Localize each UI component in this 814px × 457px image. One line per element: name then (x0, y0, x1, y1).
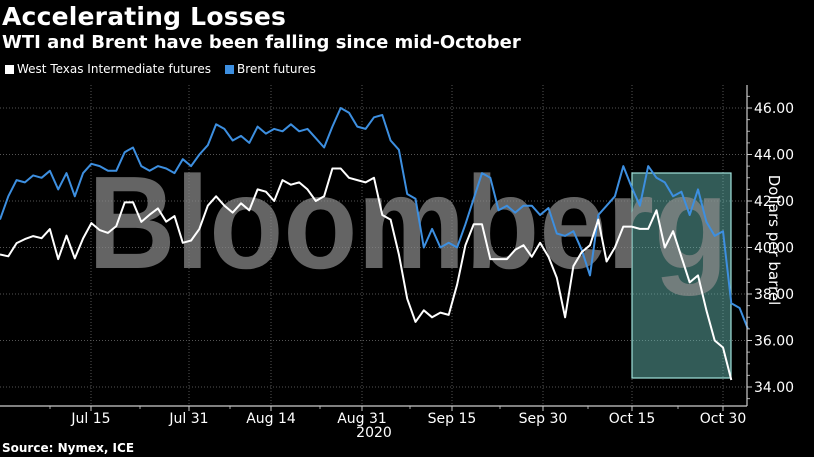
chart-subtitle: WTI and Brent have been falling since mi… (2, 32, 521, 53)
x-tick-label: Jul 31 (168, 411, 208, 427)
x-tick-label: Sep 30 (519, 411, 568, 427)
legend-label-wti: West Texas Intermediate futures (17, 62, 211, 76)
source-note: Source: Nymex, ICE (2, 441, 135, 455)
legend-item-brent: Brent futures (224, 62, 316, 76)
y-tick-label: 34.00 (754, 380, 794, 396)
y-axis-label-text: Dollars per barrel (765, 174, 783, 306)
x-tick-label: Aug 31 (337, 411, 387, 427)
y-tick-label: 42.00 (754, 194, 794, 210)
x-tick-label: Oct 30 (700, 411, 746, 427)
x-tick-label: Sep 15 (428, 411, 477, 427)
y-tick-label: 40.00 (754, 241, 794, 257)
legend-label-brent: Brent futures (236, 62, 316, 76)
y-tick-label: 38.00 (754, 287, 794, 303)
legend: West Texas Intermediate futures Brent fu… (5, 62, 316, 76)
x-tick-label: Aug 14 (246, 411, 296, 427)
legend-swatch-brent (224, 64, 234, 74)
x-year-label: 2020 (356, 425, 392, 441)
chart-title: Accelerating Losses (2, 2, 287, 31)
highlight-region (631, 172, 732, 379)
legend-swatch-wti (5, 64, 14, 74)
y-tick-label: 44.00 (754, 148, 794, 164)
bloomberg-watermark: Bloomberg (88, 149, 728, 296)
axes: 34.00 36.00 38.00 40.00 42.00 44.00 46.00 Jul 1… (0, 85, 794, 441)
x-tick-label: Jul 15 (70, 411, 110, 427)
wti-line (0, 167, 733, 381)
legend-item-wti: West Texas Intermediate futures (5, 62, 211, 76)
x-tick-label: Oct 15 (609, 411, 655, 427)
y-tick-label: 36.00 (754, 334, 794, 350)
y-tick-label: 46.00 (754, 101, 794, 117)
brent-line (0, 107, 749, 330)
